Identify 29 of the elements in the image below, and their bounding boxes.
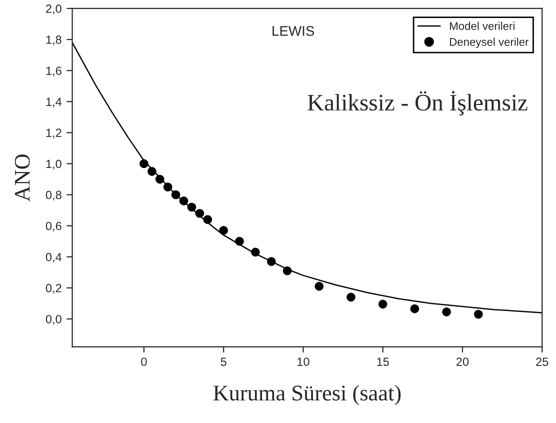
x-tick-label: 10 xyxy=(298,358,310,366)
y-tick-label: 1,8 xyxy=(46,36,62,46)
y-tick-label: 2,0 xyxy=(46,4,62,14)
x-tick-label: 0 xyxy=(141,358,147,366)
point xyxy=(410,304,420,314)
annotation: LEWIS xyxy=(272,26,314,36)
y-tick-label: 1,2 xyxy=(46,128,62,138)
point xyxy=(474,310,483,319)
x-tick-label: 25 xyxy=(536,358,548,366)
y-axis-title: ANO xyxy=(14,154,30,202)
legend-label: Deneysel veriler xyxy=(450,38,529,48)
legend-label: Model verileri xyxy=(450,22,514,30)
annotation: Kalikssiz - Ön İşlemsiz xyxy=(308,90,528,116)
x-axis-title: Kuruma Süresi (saat) xyxy=(213,384,401,406)
y-tick-label: 0,0 xyxy=(46,314,62,325)
y-tick-label: 1,4 xyxy=(46,98,62,108)
y-tick-label: 1,6 xyxy=(46,66,62,76)
y-tick-label: 0,6 xyxy=(46,222,62,232)
x-tick-label: 5 xyxy=(220,358,226,366)
point xyxy=(346,292,356,302)
y-tick-label: 0,2 xyxy=(46,284,62,294)
x-tick-label: 20 xyxy=(456,358,469,366)
y-tick-label: 0,8 xyxy=(46,190,62,201)
point xyxy=(378,300,388,309)
point xyxy=(442,308,451,316)
y-tick-label: 0,4 xyxy=(46,252,62,263)
x-tick-label: 15 xyxy=(377,358,389,366)
y-tick-label: 1,0 xyxy=(46,160,62,170)
point xyxy=(314,282,324,291)
